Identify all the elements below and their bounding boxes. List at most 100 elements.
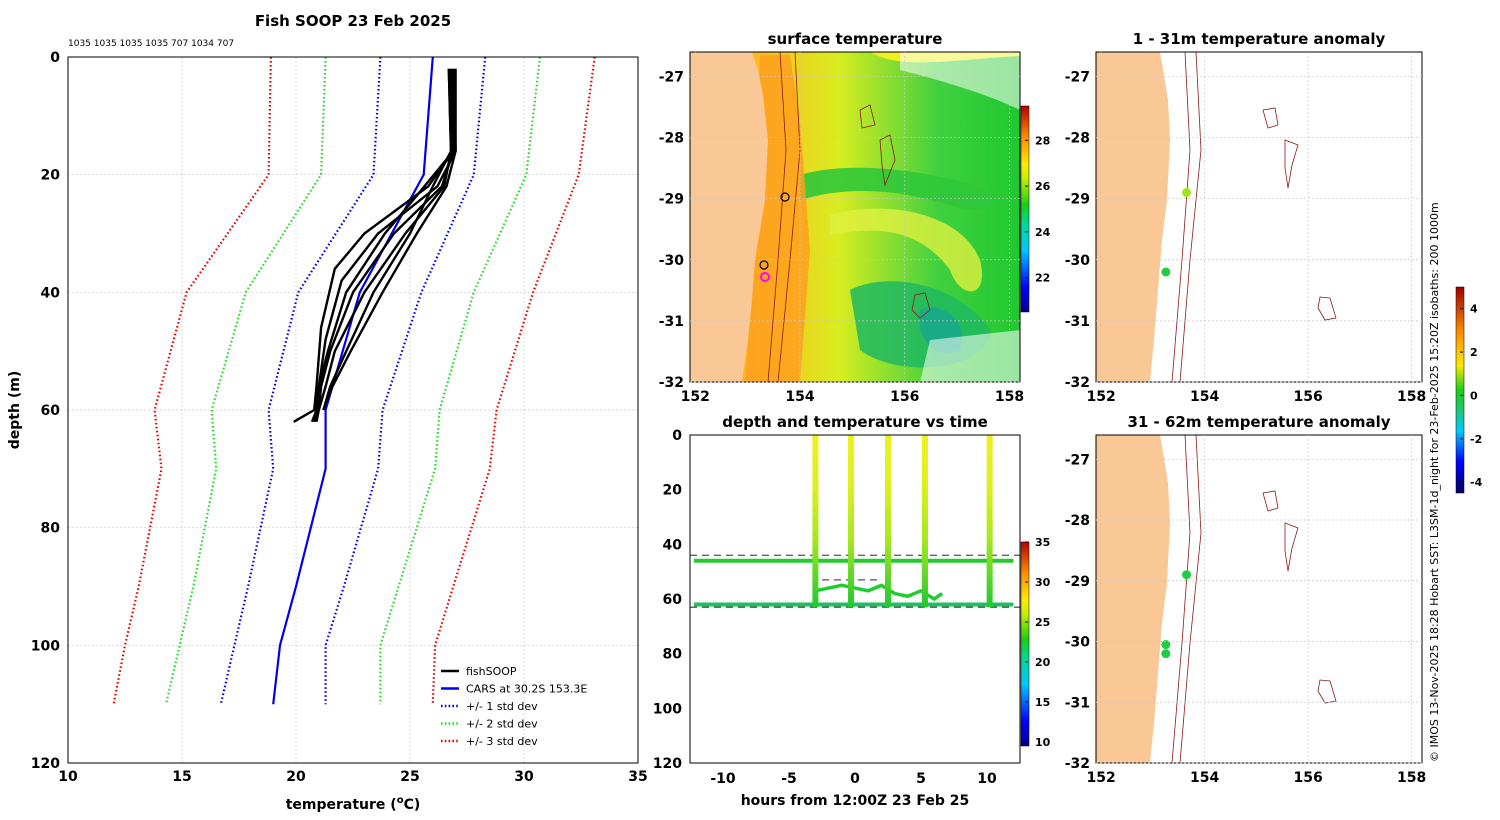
lat-tick-label: -31 xyxy=(659,314,684,330)
y-tick-label: 80 xyxy=(41,521,61,537)
lat-tick-label: -30 xyxy=(659,253,685,269)
fishsoop-line xyxy=(293,68,455,423)
lon-tick-label: 158 xyxy=(1397,770,1426,786)
isobath-1000 xyxy=(1179,52,1202,382)
colorbar-tick-label: 2 xyxy=(1470,346,1478,359)
time-title: depth and temperature vs time xyxy=(722,413,988,431)
surface-ticks: 152 154 156 158 -27 -28 -29 -30 -31 -32 xyxy=(659,52,1024,405)
legend-label: fishSOOP xyxy=(466,665,517,678)
colorbar-tick-label: 20 xyxy=(1035,656,1051,669)
anomaly-colorbar xyxy=(1455,286,1465,494)
lon-tick-label: 158 xyxy=(995,389,1024,405)
profile-grid xyxy=(67,56,639,764)
legend-label: +/- 2 std dev xyxy=(466,718,538,731)
colorbar-tick-label: 25 xyxy=(1035,616,1050,629)
anomaly-point xyxy=(1161,640,1171,650)
std-plus-2-line xyxy=(379,57,542,705)
land-australia xyxy=(1096,52,1170,382)
vertical-cast xyxy=(986,435,993,608)
lat-tick-label: -27 xyxy=(1065,452,1090,468)
cast-location xyxy=(759,260,769,270)
cars-location xyxy=(760,272,770,282)
lon-tick-label: 158 xyxy=(1397,389,1426,405)
x-tick-label: 20 xyxy=(286,769,306,785)
colorbar-tick-label: 30 xyxy=(1035,576,1051,589)
y-tick-label: 40 xyxy=(41,285,61,301)
y-tick-label: 100 xyxy=(31,638,60,654)
time-y-tick-label: 80 xyxy=(663,647,683,663)
std-minus-1-line xyxy=(219,57,382,705)
x-tick-label: 25 xyxy=(400,769,419,785)
time-axes-box xyxy=(689,434,1021,764)
colorbar-tick-label: 4 xyxy=(1470,303,1478,316)
lat-tick-label: -29 xyxy=(1065,574,1090,590)
x-tick-label: 30 xyxy=(514,769,534,785)
profile-cast-ids: 1035 1035 1035 1035 707 1034 707 xyxy=(68,39,234,49)
anomaly-panel-31-62m: 31 - 62m temperature anomaly 152 154 156 15… xyxy=(1065,286,1483,786)
anomaly-panel-1-31m: 1 - 31m temperature anomaly 152 154 156 158… xyxy=(1065,30,1427,405)
profile-lines xyxy=(112,57,596,705)
depth-time-panel: depth and temperature vs time -10 -5 0 5 100… xyxy=(653,413,1051,809)
lat-tick-label: -32 xyxy=(1065,375,1090,391)
time-x-tick-label: -5 xyxy=(781,771,797,787)
colorbar-tick-label: 22 xyxy=(1035,272,1050,285)
seamounts xyxy=(859,104,931,319)
anomaly2-title: 31 - 62m temperature anomaly xyxy=(1127,413,1390,431)
y-tick-label: 60 xyxy=(41,403,61,419)
fishsoop-line xyxy=(315,68,455,411)
fishsoop-line xyxy=(322,68,457,411)
cloud-south xyxy=(920,330,1020,382)
time-y-tick-label: 60 xyxy=(663,592,683,608)
anomaly1-ticks: 152 154 156 158 -27 -28 -29 -30 -31 -32 xyxy=(1065,52,1426,405)
lat-tick-label: -30 xyxy=(1065,635,1091,651)
time-colorbar-ticks: 10 15 20 25 30 35 xyxy=(1025,536,1051,749)
anomaly-colorbar-ticks: 4 2 0 -2 -4 xyxy=(1460,303,1483,489)
lat-tick-label: -28 xyxy=(1065,513,1090,529)
colorbar-tick-label: 28 xyxy=(1035,134,1050,147)
time-x-tick-label: 5 xyxy=(916,771,926,787)
time-x-tick-label: -10 xyxy=(710,771,736,787)
anomaly-point xyxy=(1161,649,1171,659)
fishsoop-line xyxy=(322,68,453,411)
profile-axes-box xyxy=(67,56,639,764)
time-x-tick-label: 0 xyxy=(850,771,860,787)
sst-cold-band xyxy=(800,167,993,210)
lon-tick-label: 152 xyxy=(1087,389,1116,405)
seamounts xyxy=(1262,107,1337,321)
time-colorbar xyxy=(1020,541,1030,747)
std-minus-3-line xyxy=(112,57,272,705)
std-plus-3-line xyxy=(431,57,596,705)
lon-tick-label: 154 xyxy=(785,389,814,405)
credit-text: © IMOS 13-Nov-2025 18:28 Hobart SST: L3S… xyxy=(1428,202,1441,762)
lon-tick-label: 152 xyxy=(681,389,710,405)
seamounts xyxy=(1262,490,1337,704)
profile-panel: Fish SOOP 23 Feb 2025 1035 1035 1035 103… xyxy=(7,12,648,813)
surface-title: surface temperature xyxy=(768,30,943,48)
lon-tick-label: 154 xyxy=(1190,770,1219,786)
lat-tick-label: -30 xyxy=(1065,253,1091,269)
surface-colorbar-ticks: 22 24 26 28 xyxy=(1025,134,1051,285)
surface-map xyxy=(690,52,1020,382)
fishsoop-line xyxy=(313,68,455,423)
legend-label: +/- 3 std dev xyxy=(466,735,538,748)
colorbar-tick-label: 24 xyxy=(1035,226,1051,239)
anomaly1-map xyxy=(1096,52,1337,382)
time-y-tick-label: 40 xyxy=(663,537,683,553)
profile-ticks: 10 15 20 25 30 35 0 20 40 60 80 100 120 xyxy=(31,50,648,785)
profile-title: Fish SOOP 23 Feb 2025 xyxy=(255,12,451,30)
surface-colorbar xyxy=(1020,105,1030,313)
std-minus-2-line xyxy=(164,57,327,705)
lon-tick-label: 156 xyxy=(890,389,919,405)
lat-tick-label: -28 xyxy=(659,131,684,147)
x-tick-label: 15 xyxy=(172,769,191,785)
colorbar-tick-label: 10 xyxy=(1035,736,1051,749)
lat-tick-label: -27 xyxy=(659,69,684,85)
anomaly-point xyxy=(1182,570,1192,580)
surface-temperature-panel: surface temperature 152 154 156 158 -27 -28 -2… xyxy=(659,30,1051,405)
lat-tick-label: -29 xyxy=(1065,192,1090,208)
anomaly-point xyxy=(1161,267,1171,277)
cast-location xyxy=(780,192,790,202)
colorbar-tick-label: -2 xyxy=(1470,433,1482,446)
lat-tick-label: -31 xyxy=(1065,314,1090,330)
anomaly1-title: 1 - 31m temperature anomaly xyxy=(1133,30,1386,48)
